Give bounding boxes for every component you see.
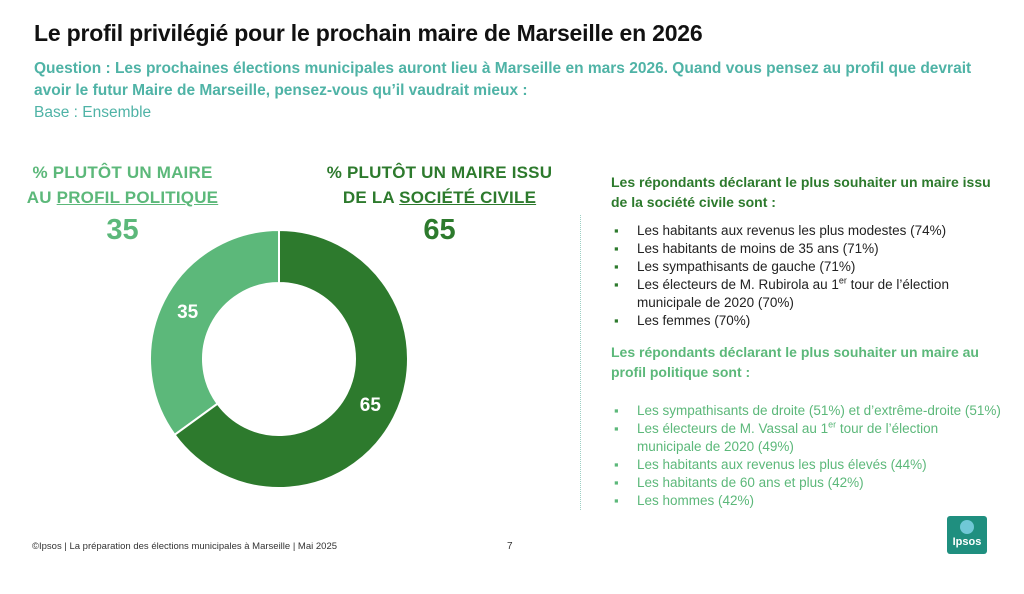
- section1-list: Les habitants aux revenus les plus modes…: [611, 222, 1001, 330]
- list-item: Les habitants aux revenus les plus élevé…: [611, 456, 1001, 474]
- list-item: Les électeurs de M. Rubirola au 1er tour…: [611, 276, 1001, 312]
- donut-chart: 35 65: [149, 228, 409, 489]
- kpi-right-line2-underlined: SOCIÉTÉ CIVILE: [399, 188, 537, 207]
- logo-text: Ipsos: [952, 536, 982, 548]
- section1-heading: Les répondants déclarant le plus souhait…: [611, 174, 991, 210]
- kpi-right-line1: % PLUTÔT UN MAIRE ISSU: [326, 163, 553, 182]
- kpi-left-line2-prefix: AU: [26, 188, 57, 207]
- logo-circle-icon: [960, 520, 974, 534]
- ipsos-logo: Ipsos: [947, 516, 987, 554]
- section-societe-civile: Les répondants déclarant le plus souhait…: [611, 172, 1001, 330]
- section-profil-politique: Les répondants déclarant le plus souhait…: [611, 342, 1001, 510]
- list-item: Les sympathisants de droite (51%) et d’e…: [611, 402, 1001, 420]
- list-item: Les sympathisants de gauche (71%): [611, 258, 1001, 276]
- insights-panel: Les répondants déclarant le plus souhait…: [611, 172, 1001, 510]
- kpi-left-line1: % PLUTÔT UN MAIRE: [32, 163, 213, 182]
- list-item: Les hommes (42%): [611, 492, 1001, 510]
- section-divider: [580, 215, 581, 510]
- page-title: Le profil privilégié pour le prochain ma…: [34, 20, 703, 46]
- section2-heading: Les répondants déclarant le plus souhait…: [611, 344, 979, 380]
- page-number: 7: [507, 541, 513, 552]
- list-item: Les habitants aux revenus les plus modes…: [611, 222, 1001, 240]
- list-item: Les électeurs de M. Vassal au 1er tour d…: [611, 420, 1001, 456]
- footer-text: ©Ipsos | La préparation des élections mu…: [32, 541, 338, 552]
- list-item: Les habitants de moins de 35 ans (71%): [611, 240, 1001, 258]
- kpi-profil-politique: % PLUTÔT UN MAIRE AU PROFIL POLITIQUE 35: [20, 160, 225, 247]
- donut-slice-1: [173, 228, 409, 489]
- kpi-right-label: % PLUTÔT UN MAIRE ISSU DE LA SOCIÉTÉ CIV…: [322, 160, 557, 210]
- donut-label-0: 35: [177, 302, 199, 323]
- donut-slice-0: [149, 228, 280, 437]
- superscript-er: er: [838, 275, 847, 286]
- section2-list: Les sympathisants de droite (51%) et d’e…: [611, 402, 1001, 510]
- donut-label-1: 65: [360, 395, 382, 416]
- list-item: Les femmes (70%): [611, 312, 1001, 330]
- superscript-er: er: [828, 419, 837, 430]
- list-item: Les habitants de 60 ans et plus (42%): [611, 474, 1001, 492]
- kpi-societe-civile: % PLUTÔT UN MAIRE ISSU DE LA SOCIÉTÉ CIV…: [322, 160, 557, 247]
- base-text: Base : Ensemble: [34, 104, 152, 121]
- kpi-left-value: 35: [106, 214, 139, 246]
- question-text: Question : Les prochaines élections muni…: [34, 60, 972, 99]
- kpi-right-value: 65: [423, 214, 456, 246]
- kpi-right-line2-prefix: DE LA: [342, 188, 400, 207]
- kpi-left-line2-underlined: PROFIL POLITIQUE: [56, 188, 219, 207]
- kpi-left-label: % PLUTÔT UN MAIRE AU PROFIL POLITIQUE: [20, 160, 225, 210]
